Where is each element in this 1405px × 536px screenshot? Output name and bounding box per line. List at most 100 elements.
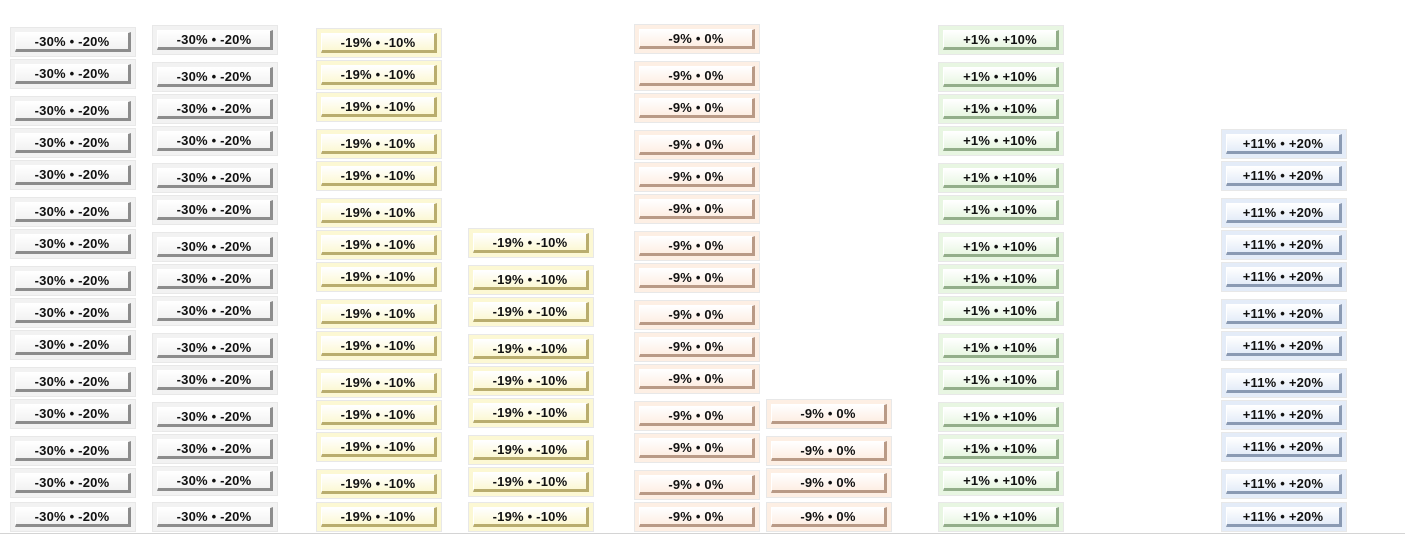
chart-unit-label: -19% • -10% [321,65,437,85]
chart-unit-label: -30% • -20% [157,370,273,390]
chart-unit-tile: -9% • 0% [766,399,892,429]
chart-unit-tile: +1% • +10% [938,94,1064,124]
chart-unit-tile: -9% • 0% [766,468,892,498]
chart-unit-tile: -19% • -10% [468,398,594,428]
chart-unit-label: -30% • -20% [15,133,131,153]
chart-unit-tile: -30% • -20% [152,195,278,225]
chart-unit-tile: -30% • -20% [152,126,278,156]
chart-unit-tile: +11% • +20% [1221,400,1347,430]
chart-unit-label: -9% • 0% [639,29,755,49]
chart-unit-tile: -9% • 0% [766,436,892,466]
chart-unit-label: -30% • -20% [157,237,273,257]
chart-unit-tile: -19% • -10% [316,368,442,398]
chart-unit-label: -30% • -20% [15,473,131,493]
chart-unit-tile: -19% • -10% [316,198,442,228]
chart-unit-tile: -30% • -20% [152,232,278,262]
chart-unit-label: -9% • 0% [639,167,755,187]
chart-unit-label: +11% • +20% [1226,304,1342,324]
chart-unit-label: +1% • +10% [943,237,1059,257]
chart-unit-label: -19% • -10% [321,373,437,393]
chart-unit-label: -19% • -10% [321,336,437,356]
chart-unit-tile: -30% • -20% [152,365,278,395]
chart-unit-label: -19% • -10% [321,235,437,255]
chart-unit-tile: -9% • 0% [634,93,760,123]
chart-unit-tile: -9% • 0% [634,231,760,261]
chart-unit-label: +1% • +10% [943,131,1059,151]
chart-unit-label: -19% • -10% [321,405,437,425]
chart-unit-label: +11% • +20% [1226,267,1342,287]
chart-unit-tile: -30% • -20% [10,502,136,532]
chart-unit-tile: -9% • 0% [634,300,760,330]
chart-unit-tile: -30% • -20% [152,296,278,326]
chart-unit-label: +1% • +10% [943,338,1059,358]
chart-unit-tile: +1% • +10% [938,402,1064,432]
chart-unit-tile: -9% • 0% [634,263,760,293]
chart-unit-tile: -9% • 0% [634,433,760,463]
chart-unit-tile: -30% • -20% [152,502,278,532]
chart-unit-label: -30% • -20% [157,168,273,188]
chart-unit-label: -19% • -10% [473,302,589,322]
chart-unit-tile: +11% • +20% [1221,129,1347,159]
chart-unit-label: -19% • -10% [473,233,589,253]
chart-unit-tile: -30% • -20% [10,197,136,227]
chart-unit-tile: -19% • -10% [316,60,442,90]
chart-unit-label: +11% • +20% [1226,373,1342,393]
chart-unit-tile: -30% • -20% [152,163,278,193]
chart-unit-tile: -30% • -20% [152,333,278,363]
chart-unit-label: -30% • -20% [15,404,131,424]
chart-unit-tile: -30% • -20% [10,330,136,360]
chart-unit-label: -9% • 0% [639,475,755,495]
chart-unit-tile: -19% • -10% [316,129,442,159]
chart-unit-tile: +1% • +10% [938,502,1064,532]
chart-unit-tile: -19% • -10% [316,230,442,260]
chart-unit-tile: -30% • -20% [10,27,136,57]
chart-unit-label: -9% • 0% [639,369,755,389]
chart-unit-tile: +11% • +20% [1221,198,1347,228]
chart-unit-tile: +11% • +20% [1221,331,1347,361]
chart-unit-tile: -30% • -20% [10,229,136,259]
chart-unit-label: -9% • 0% [639,98,755,118]
chart-unit-label: -9% • 0% [639,236,755,256]
chart-unit-label: -19% • -10% [321,166,437,186]
chart-unit-tile: -9% • 0% [634,61,760,91]
chart-unit-tile: -19% • -10% [468,366,594,396]
chart-unit-label: -30% • -20% [15,101,131,121]
chart-unit-tile: -9% • 0% [634,162,760,192]
chart-unit-tile: -19% • -10% [468,502,594,532]
chart-unit-label: -9% • 0% [639,66,755,86]
chart-unit-tile: +1% • +10% [938,62,1064,92]
chart-unit-label: +11% • +20% [1226,336,1342,356]
chart-unit-tile: +1% • +10% [938,333,1064,363]
chart-unit-label: +1% • +10% [943,439,1059,459]
chart-unit-label: +11% • +20% [1226,507,1342,527]
chart-unit-label: -9% • 0% [639,305,755,325]
chart-unit-label: -30% • -20% [157,30,273,50]
chart-unit-tile: +11% • +20% [1221,161,1347,191]
chart-unit-tile: -30% • -20% [10,160,136,190]
chart-unit-label: -9% • 0% [639,268,755,288]
chart-unit-label: -19% • -10% [473,270,589,290]
chart-unit-label: -19% • -10% [321,507,437,527]
chart-unit-label: -19% • -10% [473,339,589,359]
chart-unit-label: -30% • -20% [157,99,273,119]
chart-unit-tile: -30% • -20% [152,62,278,92]
chart-unit-label: +1% • +10% [943,301,1059,321]
chart-unit-tile: -19% • -10% [316,161,442,191]
chart-unit-label: -30% • -20% [157,507,273,527]
chart-unit-label: -30% • -20% [15,234,131,254]
chart-unit-tile: -30% • -20% [10,266,136,296]
chart-unit-label: -30% • -20% [157,338,273,358]
chart-unit-tile: -9% • 0% [634,502,760,532]
chart-unit-label: -9% • 0% [639,406,755,426]
chart-unit-label: -19% • -10% [473,472,589,492]
chart-unit-tile: +1% • +10% [938,434,1064,464]
chart-unit-tile: -30% • -20% [10,59,136,89]
chart-unit-label: -9% • 0% [771,441,887,461]
chart-unit-tile: -19% • -10% [316,502,442,532]
chart-unit-label: +1% • +10% [943,168,1059,188]
chart-unit-tile: -19% • -10% [468,265,594,295]
chart-unit-tile: +1% • +10% [938,195,1064,225]
chart-unit-tile: -30% • -20% [10,128,136,158]
chart-unit-label: +1% • +10% [943,471,1059,491]
